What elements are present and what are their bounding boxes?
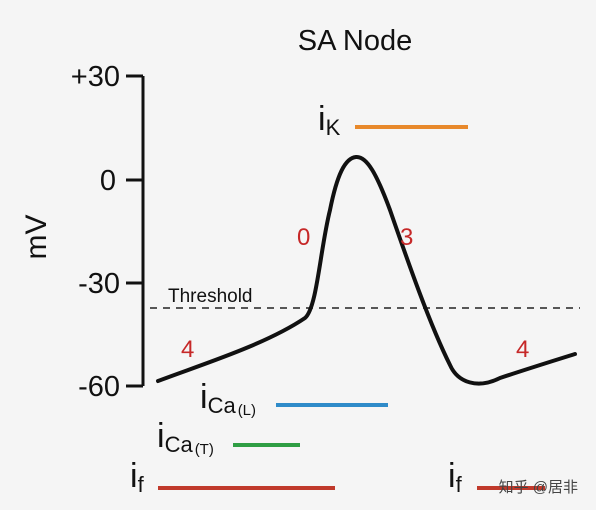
- if-label-left: if: [130, 457, 145, 497]
- phase-0-label: 0: [297, 224, 310, 251]
- y-tick-label: -60: [78, 371, 120, 403]
- phase-4-label-right: 4: [516, 336, 529, 363]
- action-potential-trace: [156, 155, 577, 386]
- ical-label: iCa (L): [200, 378, 256, 419]
- y-axis-label: mV: [20, 215, 53, 260]
- diagram-title: SA Node: [298, 25, 412, 57]
- y-tick-label: +30: [71, 61, 120, 93]
- watermark: 知乎 @居非: [499, 479, 578, 496]
- y-tick-label: -30: [78, 268, 120, 300]
- ik-label: iK: [318, 100, 341, 140]
- threshold-label: Threshold: [168, 286, 253, 307]
- if-label-right: if: [448, 457, 463, 497]
- y-tick-label: 0: [100, 165, 116, 197]
- phase-3-label: 3: [400, 224, 413, 251]
- icat-label: iCa (T): [157, 417, 214, 458]
- phase-4-label-left: 4: [181, 336, 194, 363]
